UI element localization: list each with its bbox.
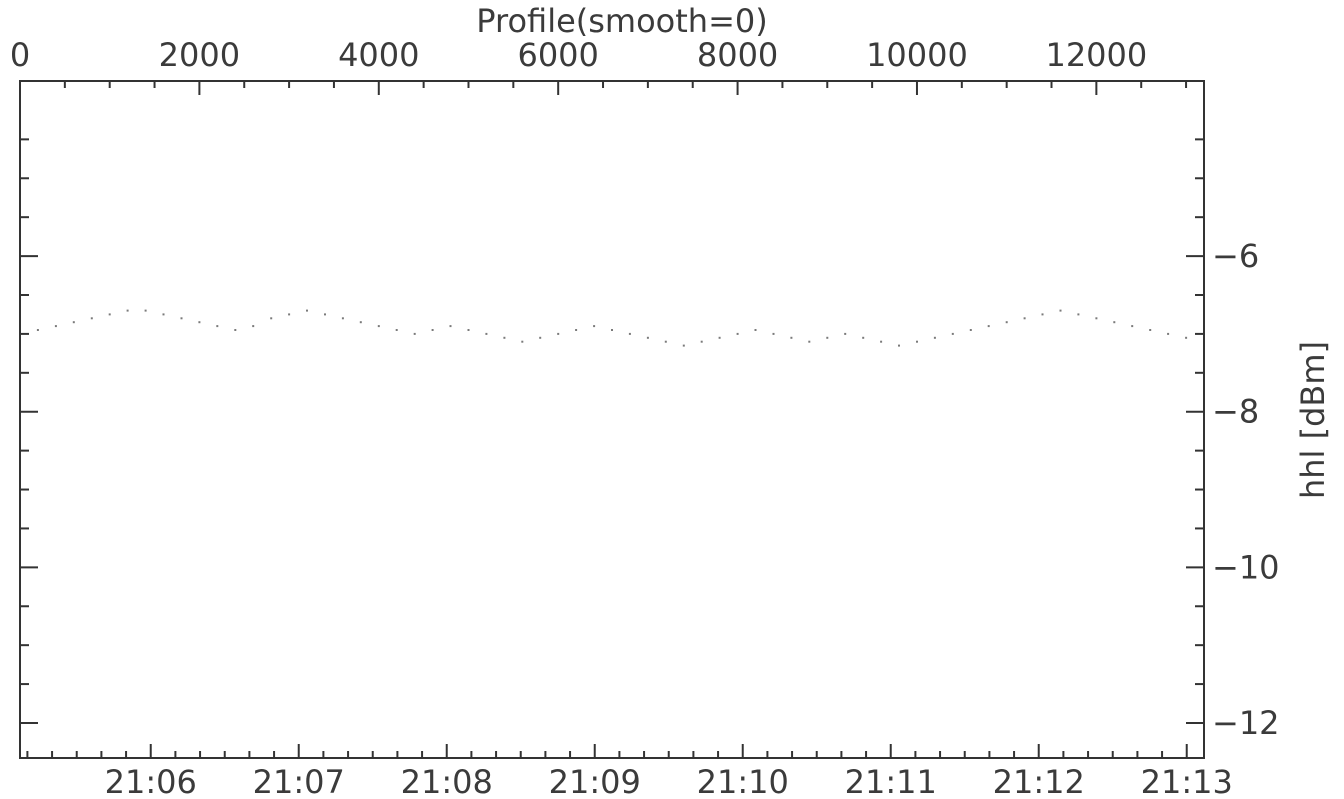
data-point <box>324 313 326 316</box>
y-tick-label: −12 <box>1212 704 1280 742</box>
data-point <box>234 329 237 331</box>
data-point <box>1113 321 1116 324</box>
x-bottom-tick-label: 21:13 <box>1141 763 1233 799</box>
data-point <box>862 336 865 339</box>
data-point <box>216 325 219 328</box>
data-point <box>664 340 667 343</box>
data-point <box>395 329 398 331</box>
data-point <box>844 332 847 335</box>
data-point <box>718 336 721 339</box>
data-point <box>54 325 57 328</box>
data-point <box>880 340 883 343</box>
data-point <box>575 329 578 331</box>
x-top-tick-label: 6000 <box>517 36 598 74</box>
data-point <box>162 313 165 316</box>
data-point <box>144 309 147 312</box>
data-point <box>969 329 972 331</box>
data-point <box>1095 317 1098 320</box>
points-layer <box>19 309 1205 347</box>
data-point <box>539 336 542 339</box>
data-point <box>646 336 649 339</box>
chart-title: Profile(smooth=0) <box>476 2 767 40</box>
data-point <box>916 340 918 343</box>
data-point <box>126 309 129 312</box>
data-point <box>467 329 470 331</box>
data-point <box>628 332 631 335</box>
x-bottom-ticks: 21:06 21:07 21:08 21:09 21:10 21:11 21:12 21:13 <box>26 744 1233 799</box>
y-tick-label: −10 <box>1212 548 1280 586</box>
x-bottom-tick-label: 21:10 <box>697 763 789 799</box>
x-bottom-tick-label: 21:07 <box>253 763 345 799</box>
data-point <box>700 340 703 343</box>
data-point <box>808 340 811 343</box>
data-point <box>108 313 111 316</box>
data-point <box>557 332 560 335</box>
x-top-tick-label: 8000 <box>697 36 778 74</box>
data-point <box>1005 321 1008 324</box>
y-axis-label: hhl [dBm] <box>1294 341 1332 499</box>
data-point <box>90 317 93 320</box>
y-tick-label: −8 <box>1212 393 1259 431</box>
data-point <box>485 332 488 335</box>
x-bottom-tick-label: 21:12 <box>993 763 1085 799</box>
data-point <box>1041 313 1044 316</box>
data-point <box>341 317 344 320</box>
data-point <box>826 336 829 339</box>
data-point <box>1077 313 1080 316</box>
data-point <box>521 340 524 343</box>
data-point <box>593 325 596 328</box>
data-point <box>198 321 201 324</box>
data-point <box>682 344 685 347</box>
data-point <box>1167 332 1170 335</box>
data-point <box>611 329 613 331</box>
x-top-tick-label: 10000 <box>866 36 968 74</box>
data-point <box>377 325 380 328</box>
data-point <box>1131 325 1134 328</box>
x-bottom-tick-label: 21:06 <box>105 763 197 799</box>
data-point <box>898 344 900 347</box>
x-top-tick-label: 12000 <box>1045 36 1147 74</box>
plot-frame <box>19 80 1205 759</box>
data-point <box>252 325 255 328</box>
y-ticks: −6 −8 −10 −12 <box>20 138 1280 742</box>
data-point <box>359 321 362 324</box>
data-point <box>413 332 416 335</box>
data-point <box>431 329 434 331</box>
data-point <box>754 329 757 331</box>
data-point <box>180 317 183 320</box>
data-point <box>306 309 308 312</box>
data-point <box>1023 317 1026 320</box>
x-top-tick-label: 0 <box>10 36 30 74</box>
data-point <box>790 336 793 339</box>
x-top-ticks: 0 2000 4000 6000 8000 10000 12000 <box>10 36 1188 95</box>
data-point <box>987 325 990 328</box>
data-point <box>772 332 775 335</box>
data-point <box>72 321 75 324</box>
data-point <box>1149 329 1152 331</box>
x-top-tick-label: 4000 <box>338 36 419 74</box>
x-bottom-tick-label: 21:09 <box>549 763 641 799</box>
data-point <box>933 336 936 339</box>
data-point <box>270 317 273 320</box>
x-bottom-tick-label: 21:08 <box>401 763 493 799</box>
data-point <box>1185 336 1188 339</box>
data-point <box>736 332 739 335</box>
x-bottom-tick-label: 21:11 <box>845 763 937 799</box>
x-top-tick-label: 2000 <box>159 36 240 74</box>
data-point <box>36 329 39 331</box>
data-point <box>449 325 452 328</box>
data-point <box>1059 309 1062 312</box>
data-point <box>288 313 291 316</box>
data-point <box>951 332 954 335</box>
y-tick-label: −6 <box>1212 237 1259 275</box>
data-point <box>503 336 506 339</box>
